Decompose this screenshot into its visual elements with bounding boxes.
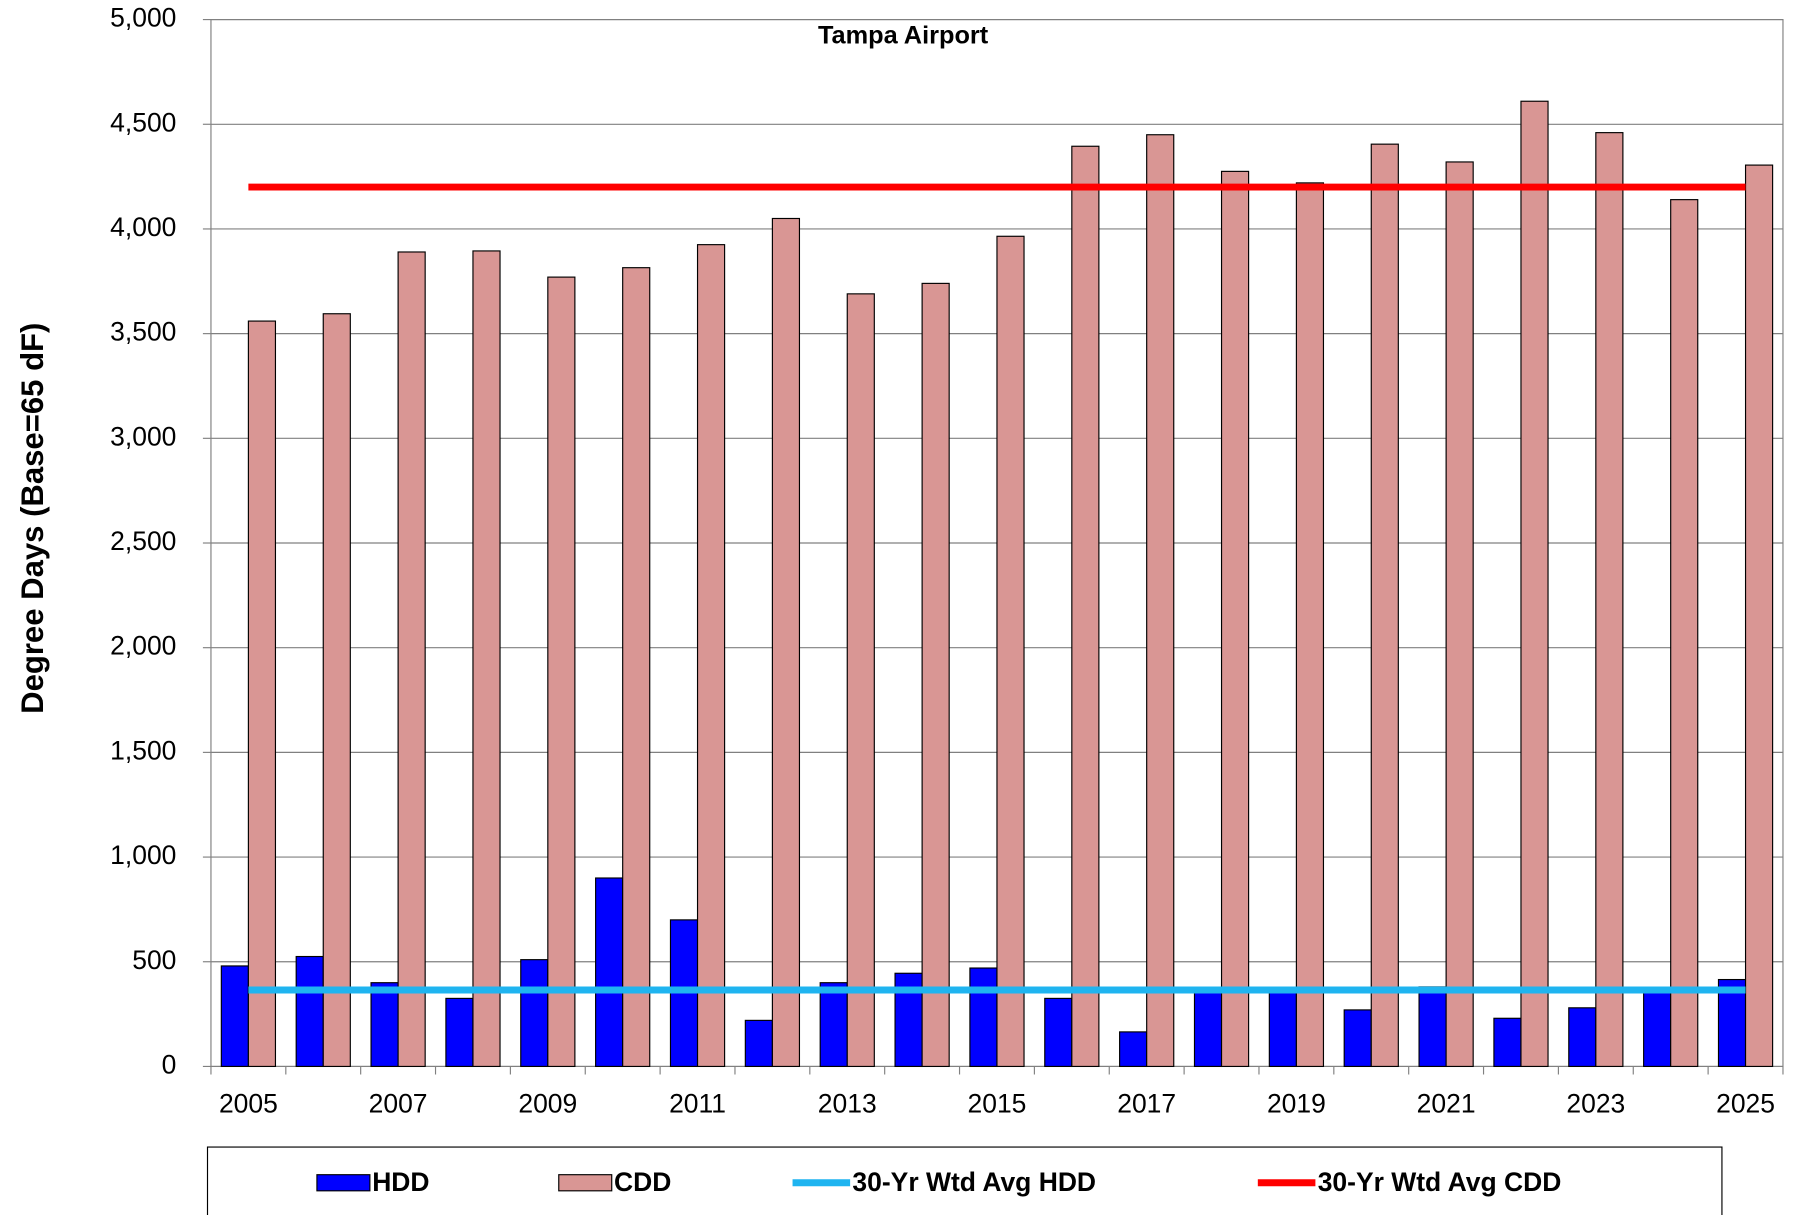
x-tick-label: 2021 bbox=[1417, 1089, 1476, 1119]
legend-box bbox=[206, 1146, 1723, 1215]
bar bbox=[1146, 134, 1175, 1068]
y-tick-label: 4,000 bbox=[110, 212, 176, 242]
bar bbox=[1595, 132, 1624, 1068]
x-tick-label: 2013 bbox=[818, 1089, 877, 1119]
bar bbox=[996, 235, 1025, 1068]
bar bbox=[1119, 1031, 1148, 1068]
legend-label: HDD bbox=[372, 1167, 429, 1197]
bar bbox=[220, 965, 249, 1068]
legend-label: 30-Yr Wtd Avg HDD bbox=[852, 1167, 1096, 1197]
bar bbox=[322, 313, 351, 1068]
bar bbox=[1295, 182, 1325, 1068]
y-tick-label: 1,500 bbox=[110, 735, 176, 765]
bar bbox=[445, 997, 474, 1068]
bar bbox=[696, 244, 726, 1068]
bar bbox=[1268, 988, 1297, 1068]
bar bbox=[1520, 100, 1549, 1068]
y-tick-label: 2,500 bbox=[110, 526, 176, 556]
bar bbox=[1220, 170, 1250, 1068]
x-tick-label: 2007 bbox=[369, 1089, 428, 1119]
y-axis-label: Degree Days (Base=65 dF) bbox=[15, 323, 50, 714]
bar bbox=[771, 217, 801, 1068]
bar bbox=[1670, 199, 1699, 1068]
x-tick-label: 2009 bbox=[518, 1089, 577, 1119]
legend-label: 30-Yr Wtd Avg CDD bbox=[1318, 1167, 1562, 1197]
bar bbox=[921, 282, 950, 1068]
bar bbox=[1343, 1009, 1372, 1068]
y-tick-label: 1,000 bbox=[110, 840, 176, 870]
legend-swatch bbox=[316, 1174, 371, 1192]
y-tick-label: 4,500 bbox=[110, 107, 176, 137]
y-tick-label: 500 bbox=[132, 945, 176, 975]
x-tick-label: 2025 bbox=[1716, 1089, 1775, 1119]
bar bbox=[595, 877, 624, 1068]
y-tick-label: 2,000 bbox=[110, 631, 176, 661]
bar bbox=[1445, 161, 1474, 1068]
bar bbox=[1744, 164, 1774, 1068]
bar bbox=[1370, 143, 1399, 1068]
x-tick-label: 2023 bbox=[1566, 1089, 1625, 1119]
x-tick-label: 2017 bbox=[1117, 1089, 1176, 1119]
bar bbox=[622, 267, 651, 1068]
y-tick-label: 5,000 bbox=[110, 3, 176, 33]
bar bbox=[1717, 978, 1747, 1068]
y-tick-label: 0 bbox=[162, 1049, 177, 1079]
x-tick-label: 2019 bbox=[1267, 1089, 1326, 1119]
bar bbox=[1193, 990, 1223, 1068]
chart-title: Tampa Airport bbox=[818, 22, 989, 50]
bar bbox=[472, 250, 501, 1068]
bar bbox=[1493, 1017, 1522, 1068]
bar bbox=[1568, 1007, 1597, 1068]
x-tick-label: 2011 bbox=[669, 1089, 726, 1119]
bar bbox=[1071, 145, 1100, 1068]
bar bbox=[370, 982, 399, 1068]
bar bbox=[547, 276, 576, 1068]
bar bbox=[397, 251, 426, 1068]
legend-label: CDD bbox=[614, 1167, 671, 1197]
y-tick-label: 3,500 bbox=[110, 317, 176, 347]
bar bbox=[819, 982, 848, 1068]
bar bbox=[247, 320, 277, 1068]
bar bbox=[1643, 988, 1672, 1068]
bar bbox=[969, 967, 998, 1068]
y-tick-label: 3,000 bbox=[110, 421, 176, 451]
bar bbox=[1418, 986, 1447, 1068]
bar bbox=[1044, 997, 1073, 1068]
legend-swatch bbox=[558, 1174, 613, 1192]
bar bbox=[520, 959, 549, 1068]
bar bbox=[744, 1019, 773, 1068]
x-tick-label: 2005 bbox=[219, 1089, 278, 1119]
x-tick-label: 2015 bbox=[968, 1089, 1027, 1119]
bar bbox=[846, 293, 875, 1068]
bar bbox=[295, 955, 324, 1068]
